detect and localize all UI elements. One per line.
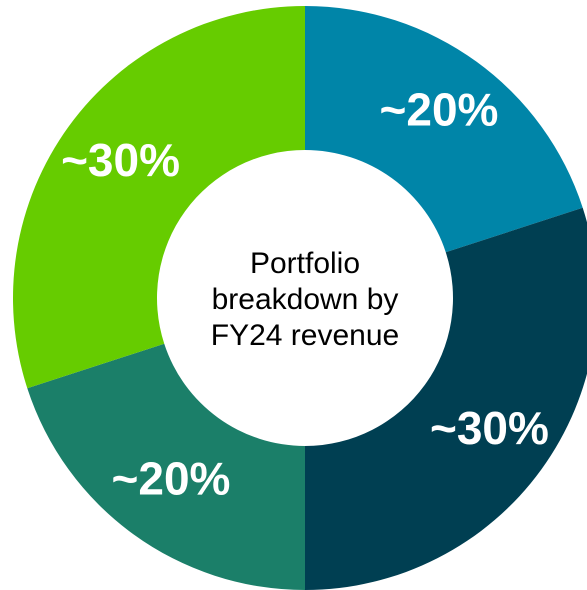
data-label: ~20% xyxy=(380,84,499,136)
donut-segment xyxy=(305,6,583,253)
donut-segment xyxy=(27,343,305,590)
data-label: ~20% xyxy=(112,453,231,505)
donut-segment xyxy=(305,207,587,590)
data-label: ~30% xyxy=(430,402,549,454)
donut-segment xyxy=(12,6,306,389)
center-label: Portfolio breakdown by FY24 revenue xyxy=(210,247,400,352)
data-label: ~30% xyxy=(61,134,180,186)
